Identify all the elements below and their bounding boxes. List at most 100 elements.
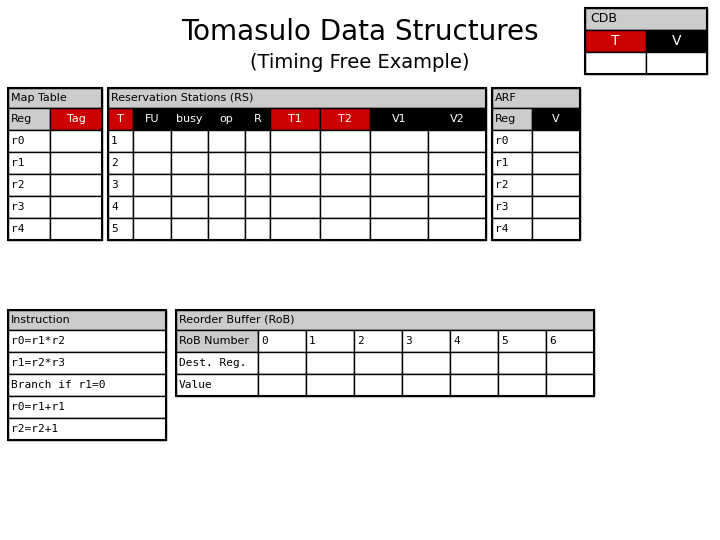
Bar xyxy=(354,330,402,352)
Bar xyxy=(270,174,320,196)
Bar xyxy=(270,130,320,152)
Bar xyxy=(50,108,102,130)
Text: 3: 3 xyxy=(111,180,118,190)
Bar xyxy=(50,218,102,240)
Text: 5: 5 xyxy=(111,224,118,234)
Bar xyxy=(532,108,580,130)
Bar xyxy=(402,330,450,352)
Text: Tomasulo Data Structures: Tomasulo Data Structures xyxy=(181,18,539,46)
Text: 6: 6 xyxy=(549,336,556,346)
Text: Map Table: Map Table xyxy=(11,93,67,103)
Text: r2: r2 xyxy=(495,180,508,190)
Text: 1: 1 xyxy=(309,336,316,346)
Text: r0=r1+r1: r0=r1+r1 xyxy=(11,402,65,412)
Bar xyxy=(450,352,498,374)
Bar xyxy=(498,352,546,374)
Bar xyxy=(532,174,580,196)
Text: Reg: Reg xyxy=(495,114,516,124)
Bar xyxy=(8,88,102,108)
Bar xyxy=(492,108,532,130)
Bar xyxy=(8,374,166,396)
Text: T: T xyxy=(117,114,124,124)
Text: r1=r2*r3: r1=r2*r3 xyxy=(11,358,65,368)
Bar xyxy=(402,352,450,374)
Bar xyxy=(8,396,166,418)
Text: Reg: Reg xyxy=(11,114,32,124)
Bar xyxy=(354,352,402,374)
Bar xyxy=(50,130,102,152)
Bar xyxy=(208,196,245,218)
Text: CDB: CDB xyxy=(590,12,617,25)
Bar xyxy=(176,310,594,396)
Bar xyxy=(171,174,208,196)
Bar xyxy=(532,218,580,240)
Text: V: V xyxy=(672,34,681,48)
Bar xyxy=(270,152,320,174)
Text: busy: busy xyxy=(176,114,203,124)
Bar xyxy=(245,130,270,152)
Text: r3: r3 xyxy=(11,202,24,212)
Bar xyxy=(370,218,428,240)
Text: 4: 4 xyxy=(111,202,118,212)
Bar xyxy=(108,88,486,240)
Text: op: op xyxy=(220,114,233,124)
Bar xyxy=(270,196,320,218)
Text: (Timing Free Example): (Timing Free Example) xyxy=(251,52,469,71)
Bar xyxy=(320,152,370,174)
Bar xyxy=(450,330,498,352)
Bar xyxy=(133,108,171,130)
Text: 4: 4 xyxy=(453,336,460,346)
Bar xyxy=(492,152,532,174)
Text: Reorder Buffer (RoB): Reorder Buffer (RoB) xyxy=(179,315,294,325)
Bar xyxy=(108,174,133,196)
Text: 5: 5 xyxy=(501,336,508,346)
Bar xyxy=(245,218,270,240)
Bar xyxy=(354,374,402,396)
Bar xyxy=(245,196,270,218)
Bar xyxy=(320,174,370,196)
Bar xyxy=(108,152,133,174)
Bar xyxy=(492,88,580,108)
Bar xyxy=(8,310,166,330)
Bar xyxy=(171,152,208,174)
Bar xyxy=(8,352,166,374)
Text: T2: T2 xyxy=(338,114,352,124)
Bar xyxy=(320,196,370,218)
Text: V2: V2 xyxy=(449,114,464,124)
Bar xyxy=(176,310,594,330)
Bar xyxy=(546,352,594,374)
Bar xyxy=(498,374,546,396)
Bar xyxy=(370,108,428,130)
Bar xyxy=(585,30,646,52)
Text: r1: r1 xyxy=(11,158,24,168)
Bar xyxy=(176,330,258,352)
Text: r4: r4 xyxy=(11,224,24,234)
Bar xyxy=(245,152,270,174)
Bar xyxy=(306,330,354,352)
Bar xyxy=(208,152,245,174)
Bar xyxy=(428,152,486,174)
Text: R: R xyxy=(253,114,261,124)
Bar xyxy=(133,152,171,174)
Bar xyxy=(8,174,50,196)
Bar xyxy=(8,88,102,240)
Bar xyxy=(585,8,707,30)
Text: Branch if r1=0: Branch if r1=0 xyxy=(11,380,106,390)
Bar xyxy=(133,218,171,240)
Bar xyxy=(50,196,102,218)
Bar xyxy=(108,196,133,218)
Bar xyxy=(208,108,245,130)
Bar xyxy=(428,130,486,152)
Bar xyxy=(532,152,580,174)
Text: 2: 2 xyxy=(357,336,364,346)
Bar xyxy=(546,374,594,396)
Text: T1: T1 xyxy=(288,114,302,124)
Bar xyxy=(370,196,428,218)
Text: 1: 1 xyxy=(111,136,118,146)
Bar xyxy=(532,196,580,218)
Text: r2: r2 xyxy=(11,180,24,190)
Bar xyxy=(8,130,50,152)
Bar xyxy=(492,218,532,240)
Bar xyxy=(8,418,166,440)
Bar xyxy=(176,374,258,396)
